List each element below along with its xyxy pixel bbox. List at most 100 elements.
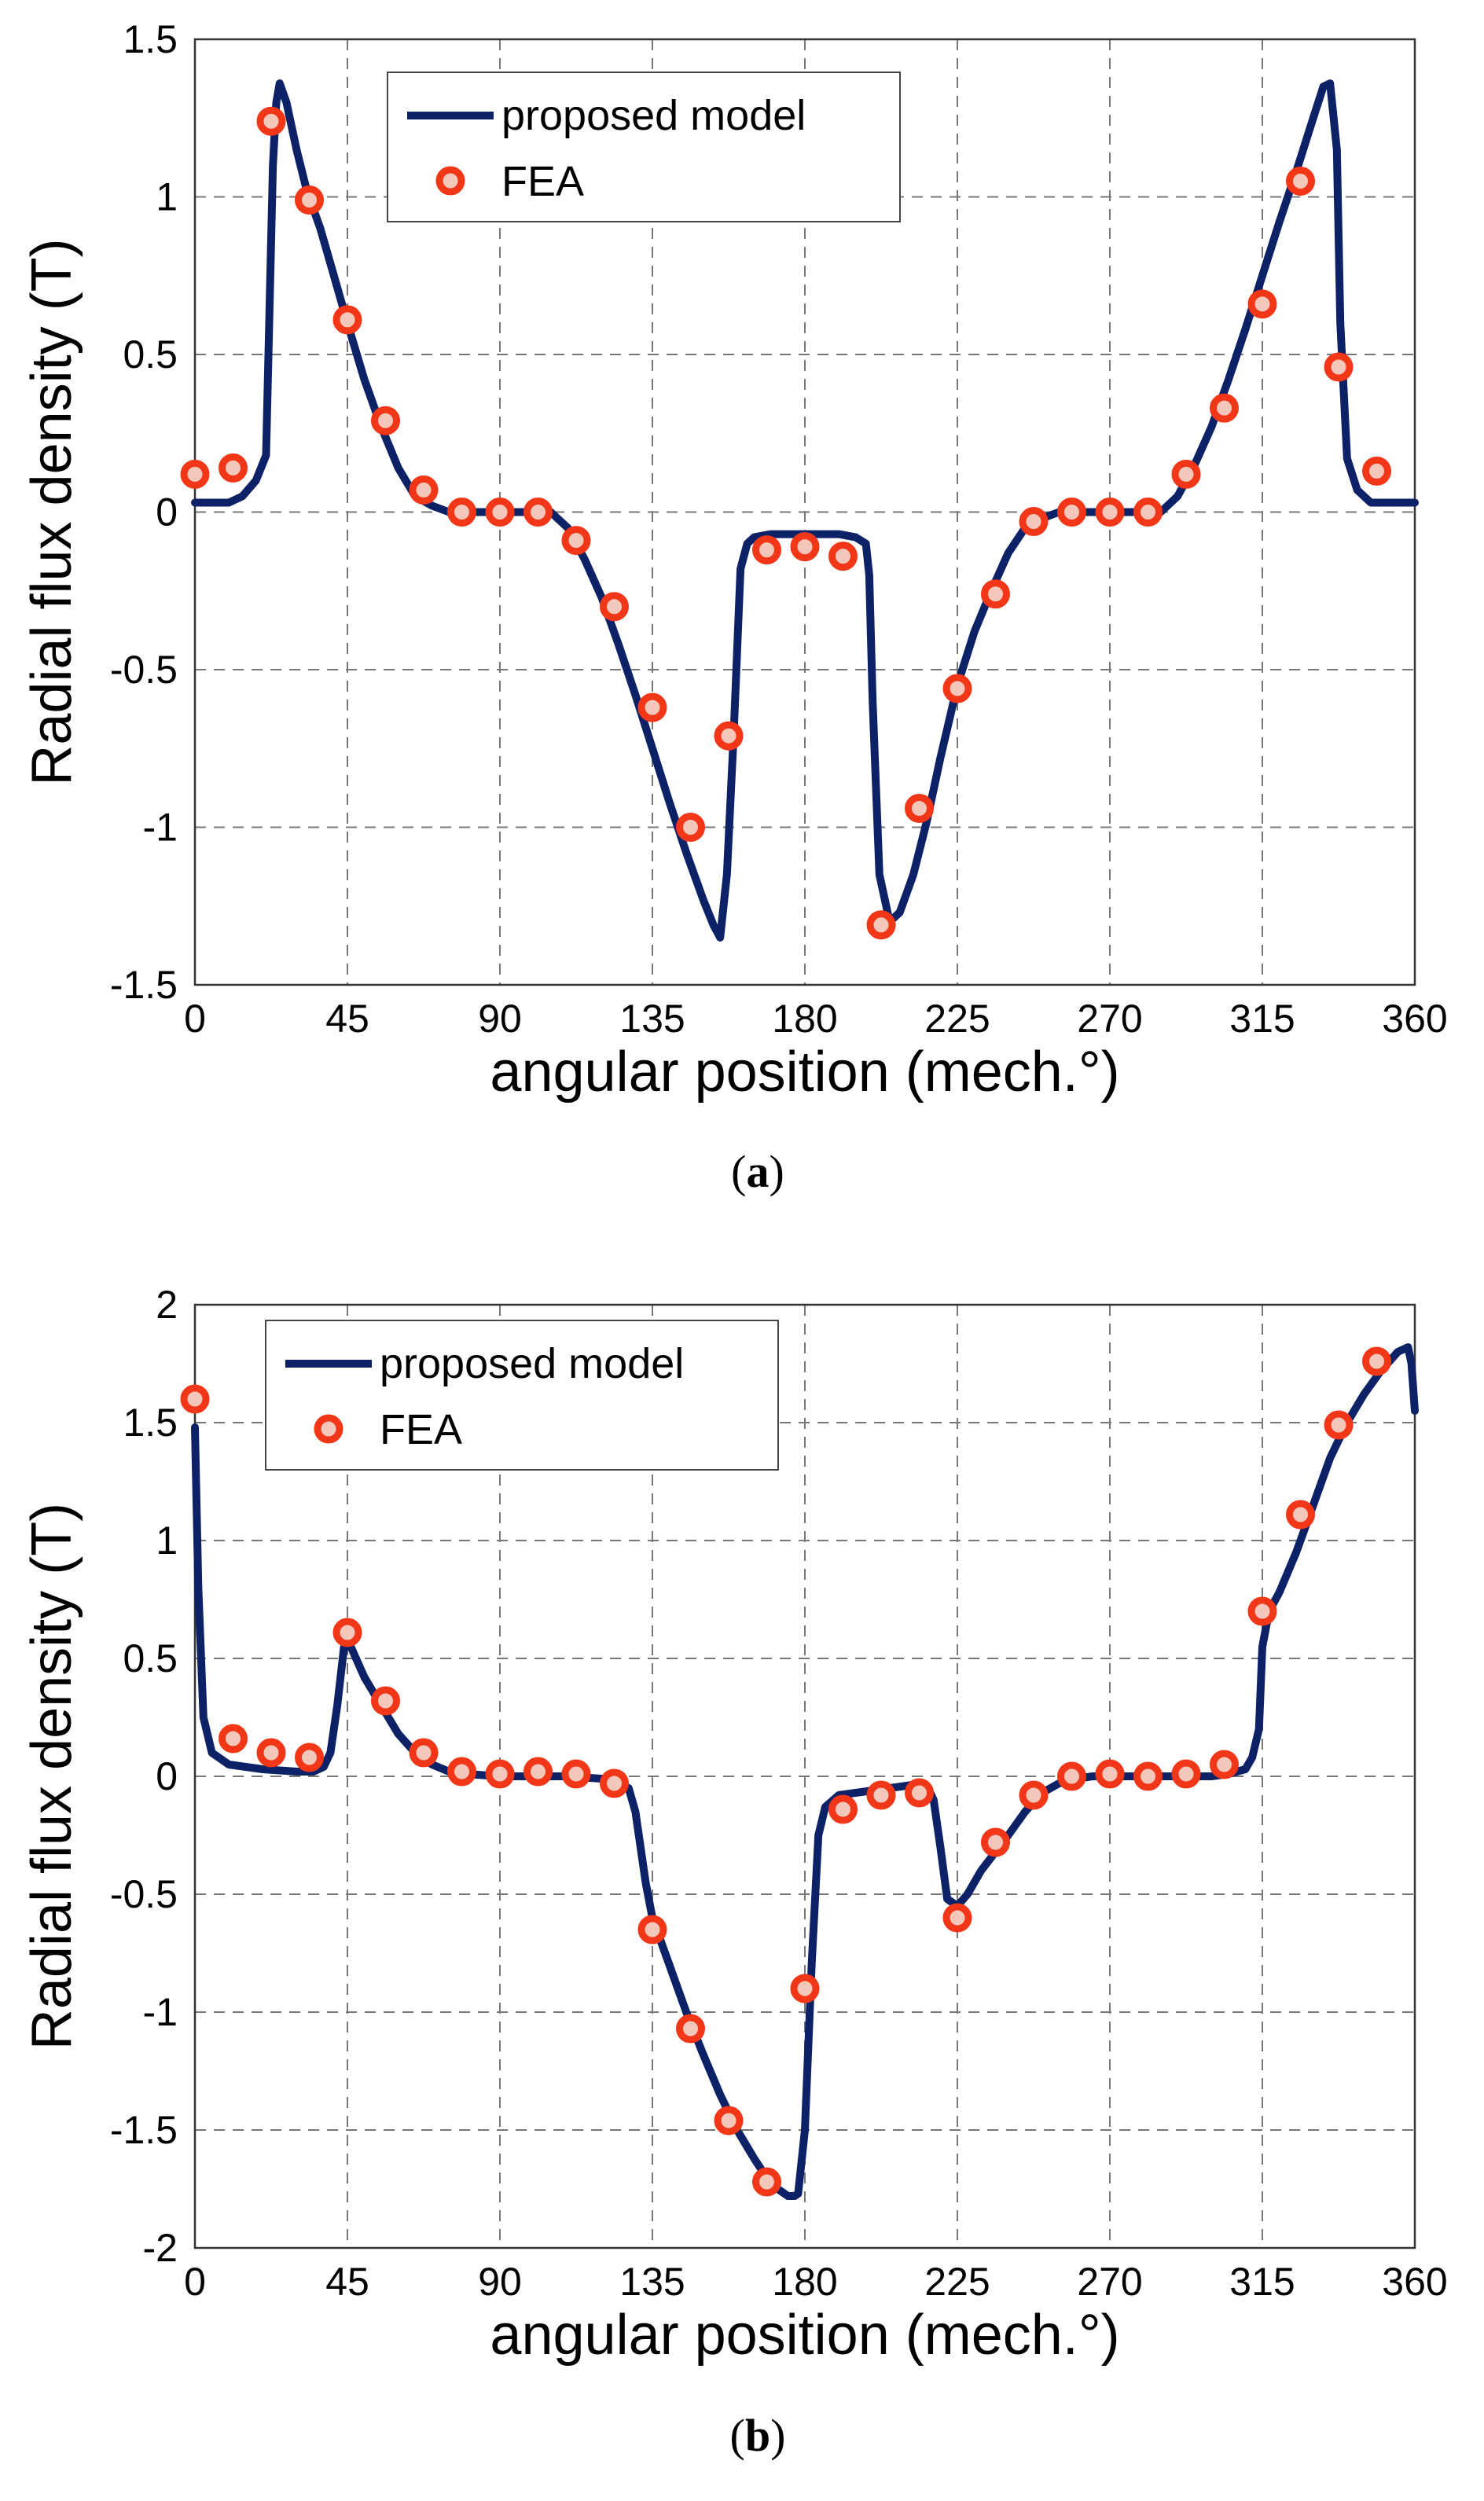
data-point-marker <box>523 1757 553 1787</box>
x-tick-label: 45 <box>325 2260 369 2304</box>
data-point-marker <box>256 106 286 136</box>
data-point-marker <box>905 793 934 823</box>
y-tick-label: -1.5 <box>110 963 178 1007</box>
data-point-marker <box>523 498 553 527</box>
series-line-proposed-model <box>191 1343 1419 2200</box>
data-point-marker <box>1286 1500 1315 1530</box>
data-point-marker <box>1324 352 1354 382</box>
data-point-marker <box>828 1794 858 1824</box>
legend-label-fea: FEA <box>380 1406 462 1453</box>
x-tick-label: 315 <box>1229 2260 1295 2304</box>
x-tick-label: 0 <box>184 997 206 1041</box>
caption-close-paren: ) <box>770 2410 785 2461</box>
data-point-marker <box>371 1686 400 1716</box>
panel-caption: (a) <box>731 1146 784 1197</box>
data-point-marker <box>409 1738 439 1768</box>
y-tick-label: 1.5 <box>123 1401 178 1445</box>
y-tick-label: 0.5 <box>123 1636 178 1680</box>
legend-label-proposed-model: proposed model <box>380 1340 684 1387</box>
data-point-marker <box>1286 166 1315 196</box>
data-point-marker <box>219 453 248 483</box>
caption-open-paren: ( <box>731 1146 746 1197</box>
x-tick-label: 180 <box>772 2260 837 2304</box>
plot-area-frame <box>193 38 1416 986</box>
data-point-marker <box>905 1778 934 1808</box>
data-point-marker <box>1095 498 1125 527</box>
data-point-marker <box>942 1903 972 1933</box>
x-tick-label: 0 <box>184 2260 206 2304</box>
y-tick-label: -1.5 <box>110 2108 178 2152</box>
data-point-marker <box>1057 498 1086 527</box>
data-point-marker <box>790 1974 820 2003</box>
x-axis-title: angular position (mech.°) <box>490 2304 1119 2367</box>
data-point-marker <box>1019 1780 1049 1810</box>
panel-caption: (b) <box>730 2410 786 2461</box>
data-point-marker <box>561 1759 591 1789</box>
data-point-marker <box>561 526 591 556</box>
data-point-marker <box>485 1759 515 1789</box>
legend-marker-swatch <box>435 166 465 196</box>
data-point-marker <box>219 1724 248 1754</box>
data-point-marker <box>447 1757 476 1787</box>
data-point-marker <box>371 406 400 435</box>
data-point-marker <box>1057 1761 1086 1791</box>
data-point-marker <box>295 185 324 215</box>
data-point-marker <box>790 532 820 562</box>
y-tick-label: 0.5 <box>123 332 178 376</box>
legend-label-fea: FEA <box>501 158 584 205</box>
data-point-marker <box>1324 1410 1354 1440</box>
y-tick-label: 1.5 <box>123 17 178 61</box>
x-tick-label: 270 <box>1077 997 1142 1041</box>
data-point-marker <box>295 1743 324 1772</box>
data-point-marker <box>752 2167 781 2197</box>
series-markers-fea <box>180 1346 1391 2197</box>
y-tick-label: 0 <box>156 490 178 534</box>
y-axis-title: Radial flux density (T) <box>20 1503 83 2050</box>
data-point-marker <box>866 1780 896 1810</box>
x-tick-label: 180 <box>772 997 837 1041</box>
y-tick-label: -2 <box>143 2226 178 2270</box>
data-point-marker <box>866 910 896 940</box>
caption-letter: a <box>747 1146 770 1197</box>
legend: proposed model FEA <box>265 1320 779 1471</box>
y-tick-label: 0 <box>156 1754 178 1798</box>
data-point-marker <box>180 459 210 489</box>
data-point-marker <box>1133 1761 1163 1791</box>
legend-box <box>265 1320 779 1471</box>
data-point-marker <box>1171 459 1201 489</box>
x-tick-label: 225 <box>924 997 990 1041</box>
data-point-marker <box>447 498 476 527</box>
data-point-marker <box>256 1738 286 1768</box>
data-point-marker <box>714 721 744 751</box>
legend-label-proposed-model: proposed model <box>501 92 806 139</box>
x-tick-label: 315 <box>1229 997 1295 1041</box>
data-point-marker <box>752 535 781 565</box>
x-tick-label: 135 <box>619 2260 685 2304</box>
legend-box <box>387 72 901 222</box>
data-point-marker <box>942 674 972 703</box>
data-point-marker <box>1247 289 1277 319</box>
data-point-marker <box>981 579 1010 609</box>
data-point-marker <box>828 542 858 571</box>
caption-letter: b <box>745 2410 770 2461</box>
data-point-marker <box>332 1618 362 1647</box>
data-point-marker <box>714 2106 744 2136</box>
x-tick-label: 90 <box>478 2260 522 2304</box>
caption-open-paren: ( <box>730 2410 745 2461</box>
caption-close-paren: ) <box>770 1146 784 1197</box>
data-point-marker <box>1210 393 1239 423</box>
y-tick-label: 1 <box>156 175 178 219</box>
data-point-marker <box>981 1827 1010 1857</box>
series-markers-fea <box>180 106 1391 940</box>
x-tick-label: 360 <box>1382 997 1447 1041</box>
x-tick-label: 45 <box>325 997 369 1041</box>
y-tick-label: 1 <box>156 1519 178 1563</box>
data-point-marker <box>676 2014 705 2044</box>
data-point-marker <box>1210 1750 1239 1779</box>
data-point-marker <box>485 498 515 527</box>
legend-marker-swatch <box>314 1414 343 1444</box>
data-point-marker <box>1019 507 1049 537</box>
x-tick-label: 360 <box>1382 2260 1447 2304</box>
x-axis-title: angular position (mech.°) <box>490 1041 1119 1104</box>
